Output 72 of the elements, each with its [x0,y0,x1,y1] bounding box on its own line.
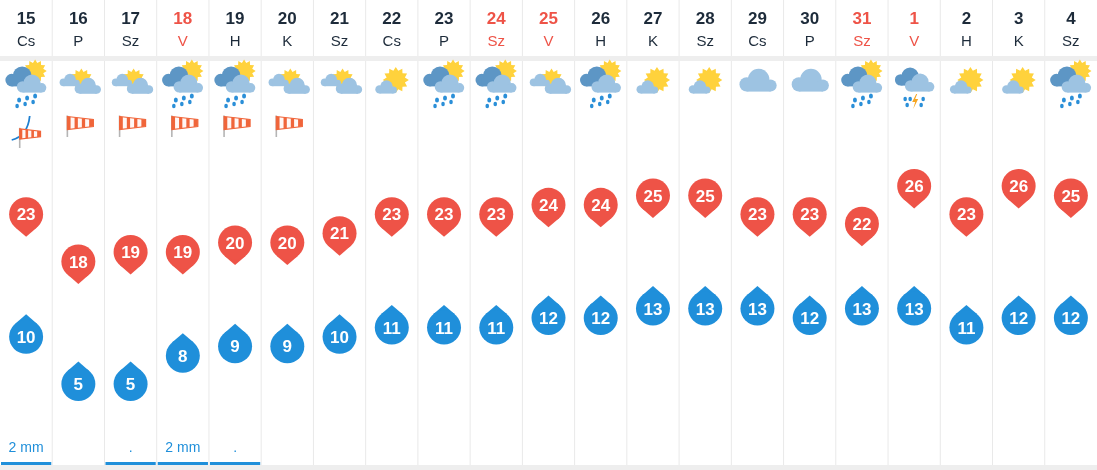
data-label: 19 [173,243,193,263]
point [165,338,200,373]
data-label: 25 [1061,186,1081,206]
point [113,367,148,401]
data-label: 12 [1061,309,1081,329]
data-label: 24 [539,195,559,215]
data-label: 26 [904,177,924,197]
x-tick-label: 16 P [68,9,88,49]
data-label: 13 [747,299,767,319]
data-label: 12 [800,309,820,329]
x-tick-label: 31 Sz [852,9,872,49]
data-label: 13 [904,299,924,319]
x-tick-label: 26 H [591,9,611,49]
data-label: 23 [16,205,36,225]
data-label: 23 [747,205,767,225]
data-label: 20 [225,233,245,253]
data-label: 23 [434,205,454,225]
data-label: 23 [382,205,402,225]
data-label: 18 [68,252,88,272]
data-label: 13 [695,299,715,319]
data-label: 21 [330,224,350,244]
x-tick-label: 28 Sz [695,9,715,49]
x-tick-label: 19 H [225,9,245,49]
data-label: 12 [591,309,611,329]
x-tick-label: 27 K [643,9,663,49]
data-label: 19 [121,243,141,263]
data-label: 5 [73,375,84,395]
text: . [233,439,238,455]
x-tick-label: 3 K [1013,9,1024,49]
data-label: 5 [125,375,136,395]
data-label: 25 [643,186,663,206]
data-label: 13 [643,299,663,319]
text: . [128,439,133,455]
x-tick-label: 25 V [539,9,558,49]
x-tick-label: 18 V [173,9,193,49]
point [61,367,96,401]
data-label: 20 [277,233,297,253]
x-tick-label: 22 Cs [382,9,402,49]
x-tick-label: 21 Sz [330,9,350,49]
data-label: 10 [330,327,350,347]
data-label: 12 [539,309,558,329]
x-tick-label: 2 H [960,9,972,49]
data-label: 11 [435,318,454,338]
data-label: 9 [230,337,240,357]
data-label: 11 [487,318,506,338]
x-tick-label: 23 P [434,9,454,49]
data-label: 11 [382,318,401,338]
data-label: 8 [178,346,188,366]
data-label: 23 [956,205,976,225]
data-label: 25 [695,186,715,206]
data-label: 12 [1009,309,1029,329]
data-label: 10 [16,327,36,347]
data-label: 22 [852,214,872,234]
x-tick-label: 20 K [277,9,297,49]
point [218,329,253,364]
data-label: 9 [282,337,293,357]
x-tick-label: 29 Cs [747,9,767,49]
x-tick-label: 24 Sz [486,9,507,49]
x-tick-label: 30 P [800,9,820,49]
x-tick-label: 4 Sz [1062,9,1080,49]
x-tick-label: 1 V [909,9,920,49]
data-label: 23 [486,205,506,225]
text: 2 mm [165,439,201,455]
text: 2 mm [8,439,44,455]
x-tick-label: 17 Sz [121,9,141,49]
data-label: 24 [591,195,611,215]
data-label: 11 [957,318,976,338]
data-label: 23 [800,205,820,225]
x-tick-label: 15 Cs [16,9,36,49]
point [270,329,305,364]
data-label: 13 [852,299,872,319]
data-label: 26 [1009,177,1029,197]
